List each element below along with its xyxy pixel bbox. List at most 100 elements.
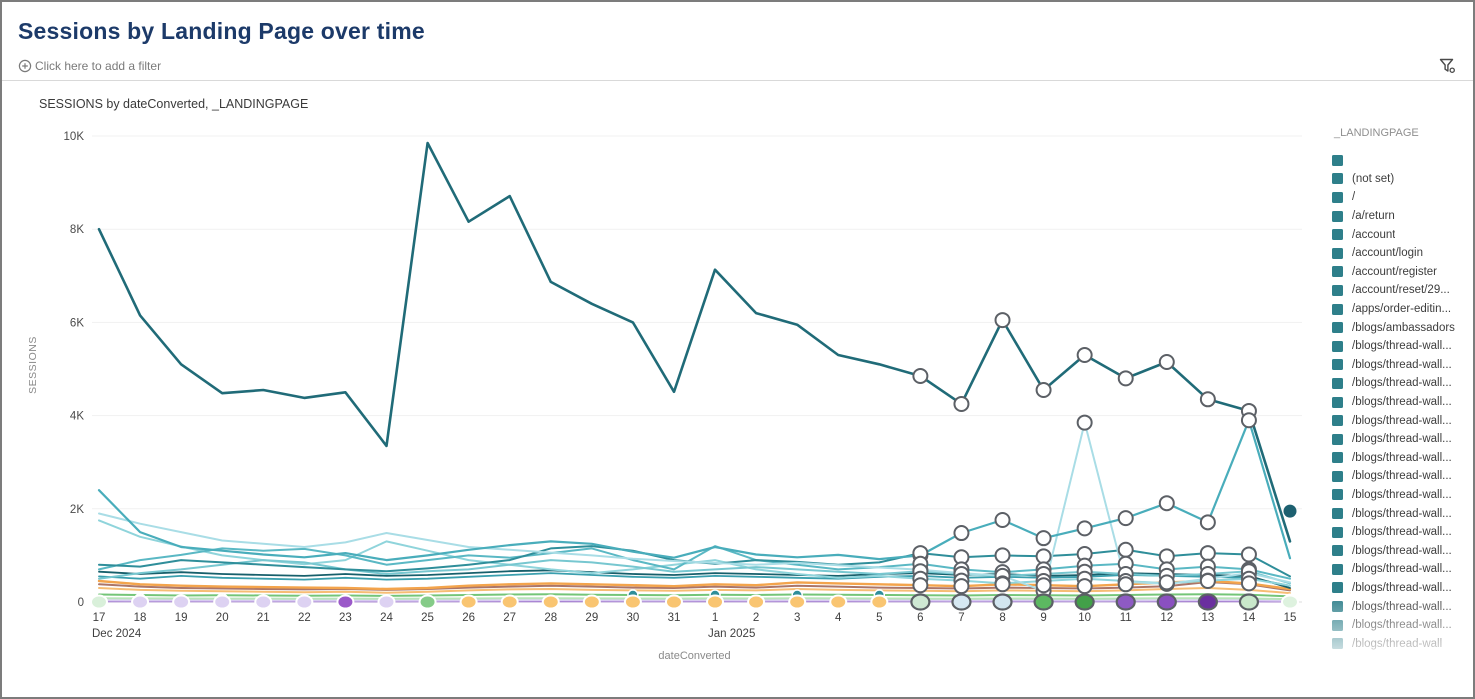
axis-marker[interactable] <box>664 594 683 610</box>
legend-item[interactable]: /account/login <box>1332 244 1472 263</box>
axis-marker[interactable] <box>90 594 108 610</box>
highlight-marker[interactable] <box>994 312 1011 329</box>
highlight-marker[interactable] <box>1076 578 1093 595</box>
highlight-marker[interactable] <box>1158 495 1175 512</box>
highlight-marker[interactable] <box>1035 577 1052 594</box>
highlight-marker[interactable] <box>1199 391 1216 408</box>
legend-item[interactable]: (not set) <box>1332 170 1472 189</box>
highlight-marker[interactable] <box>1199 545 1216 562</box>
series-line[interactable] <box>98 587 1291 595</box>
axis-marker[interactable] <box>910 593 931 611</box>
axis-marker[interactable] <box>377 594 396 610</box>
legend-item[interactable]: /blogs/thread-wall... <box>1332 616 1472 635</box>
highlight-marker[interactable] <box>1076 414 1093 431</box>
legend-item[interactable]: /blogs/thread-wall... <box>1332 411 1472 430</box>
axis-marker[interactable] <box>172 594 191 610</box>
axis-marker[interactable] <box>1238 593 1260 611</box>
legend-item[interactable]: /blogs/thread-wall... <box>1332 541 1472 560</box>
highlight-marker[interactable] <box>1117 576 1134 593</box>
chart-legend[interactable]: _LANDINGPAGE (not set) / /a/return/account… <box>1332 127 1472 683</box>
axis-marker[interactable] <box>788 594 807 610</box>
axis-marker[interactable] <box>254 594 273 610</box>
axis-marker[interactable] <box>1197 593 1218 611</box>
legend-item[interactable]: /blogs/thread-wall... <box>1332 430 1472 449</box>
series-line[interactable] <box>98 597 1291 601</box>
axis-marker[interactable] <box>213 594 232 610</box>
highlight-marker[interactable] <box>1158 354 1175 371</box>
highlight-marker[interactable] <box>912 577 929 594</box>
highlight-marker[interactable] <box>994 576 1011 593</box>
highlight-marker[interactable] <box>994 511 1011 528</box>
legend-item[interactable]: /blogs/thread-wall... <box>1332 356 1472 375</box>
axis-marker[interactable] <box>1281 594 1299 610</box>
highlight-marker[interactable] <box>1240 575 1257 592</box>
series-line[interactable] <box>98 599 1291 602</box>
highlight-marker[interactable] <box>1117 510 1134 527</box>
highlight-marker[interactable] <box>953 525 970 542</box>
legend-item[interactable]: /apps/order-editin... <box>1332 300 1472 319</box>
legend-item[interactable]: /blogs/thread-wall... <box>1332 486 1472 505</box>
legend-item[interactable]: /blogs/ambassadors <box>1332 318 1472 337</box>
highlight-marker[interactable] <box>1117 370 1134 387</box>
axis-marker[interactable] <box>706 594 725 610</box>
axis-marker[interactable] <box>992 593 1013 611</box>
highlight-marker[interactable] <box>1158 574 1175 591</box>
axis-marker[interactable] <box>623 594 642 610</box>
legend-item[interactable]: /blogs/thread-wall... <box>1332 374 1472 393</box>
axis-marker[interactable] <box>1115 593 1136 611</box>
highlight-marker[interactable] <box>1240 546 1257 563</box>
legend-item[interactable]: /blogs/thread-wall... <box>1332 579 1472 598</box>
axis-marker[interactable] <box>582 594 601 610</box>
legend-item[interactable]: /blogs/thread-wall... <box>1332 523 1472 542</box>
series-line[interactable] <box>98 593 1291 598</box>
highlight-marker[interactable] <box>953 395 970 412</box>
axis-marker[interactable] <box>747 594 766 610</box>
highlight-marker[interactable] <box>1158 548 1175 565</box>
axis-marker[interactable] <box>336 594 355 610</box>
axis-marker[interactable] <box>829 594 848 610</box>
highlight-marker[interactable] <box>1035 548 1052 565</box>
highlight-marker[interactable] <box>994 547 1011 564</box>
highlight-marker[interactable] <box>1076 520 1093 537</box>
axis-marker[interactable] <box>131 594 150 610</box>
series-line[interactable] <box>98 421 1291 592</box>
legend-item[interactable]: /blogs/thread-wall... <box>1332 393 1472 412</box>
legend-item[interactable]: /blogs/thread-wall... <box>1332 504 1472 523</box>
highlight-marker[interactable] <box>1199 514 1216 531</box>
highlight-marker[interactable] <box>1035 381 1052 398</box>
legend-item[interactable] <box>1332 151 1472 170</box>
series-line[interactable] <box>97 419 1292 562</box>
axis-marker[interactable] <box>500 594 519 610</box>
axis-marker[interactable] <box>541 594 560 610</box>
highlight-marker[interactable] <box>912 367 929 384</box>
axis-marker[interactable] <box>951 593 972 611</box>
legend-item[interactable]: /blogs/thread-wall... <box>1332 449 1472 468</box>
legend-item[interactable]: /account/register <box>1332 263 1472 282</box>
funnel-settings-icon[interactable] <box>1435 54 1459 78</box>
highlight-marker[interactable] <box>1117 541 1134 558</box>
highlight-marker[interactable] <box>1199 573 1216 590</box>
highlight-marker[interactable] <box>953 578 970 595</box>
axis-marker[interactable] <box>295 594 314 610</box>
axis-marker[interactable] <box>1074 593 1095 611</box>
axis-marker[interactable] <box>1156 593 1177 611</box>
axis-marker[interactable] <box>459 594 478 610</box>
legend-item[interactable]: /blogs/thread-wall... <box>1332 337 1472 356</box>
add-filter-button[interactable]: Click here to add a filter <box>18 59 161 73</box>
legend-item[interactable]: /account/reset/29... <box>1332 281 1472 300</box>
axis-marker[interactable] <box>1033 593 1054 611</box>
axis-marker[interactable] <box>870 594 889 610</box>
highlight-marker[interactable] <box>1035 530 1052 547</box>
highlight-marker[interactable] <box>1076 347 1093 364</box>
legend-item[interactable]: /blogs/thread-wall... <box>1332 560 1472 579</box>
legend-item[interactable]: / <box>1332 188 1472 207</box>
legend-item[interactable]: /blogs/thread-wall <box>1332 634 1472 653</box>
legend-item[interactable]: /a/return <box>1332 207 1472 226</box>
axis-marker[interactable] <box>418 594 437 610</box>
legend-item[interactable]: /blogs/thread-wall... <box>1332 467 1472 486</box>
legend-item[interactable]: /account <box>1332 225 1472 244</box>
series-line[interactable] <box>97 141 1292 543</box>
highlight-marker[interactable] <box>1240 412 1257 429</box>
legend-item[interactable]: /blogs/thread-wall... <box>1332 597 1472 616</box>
